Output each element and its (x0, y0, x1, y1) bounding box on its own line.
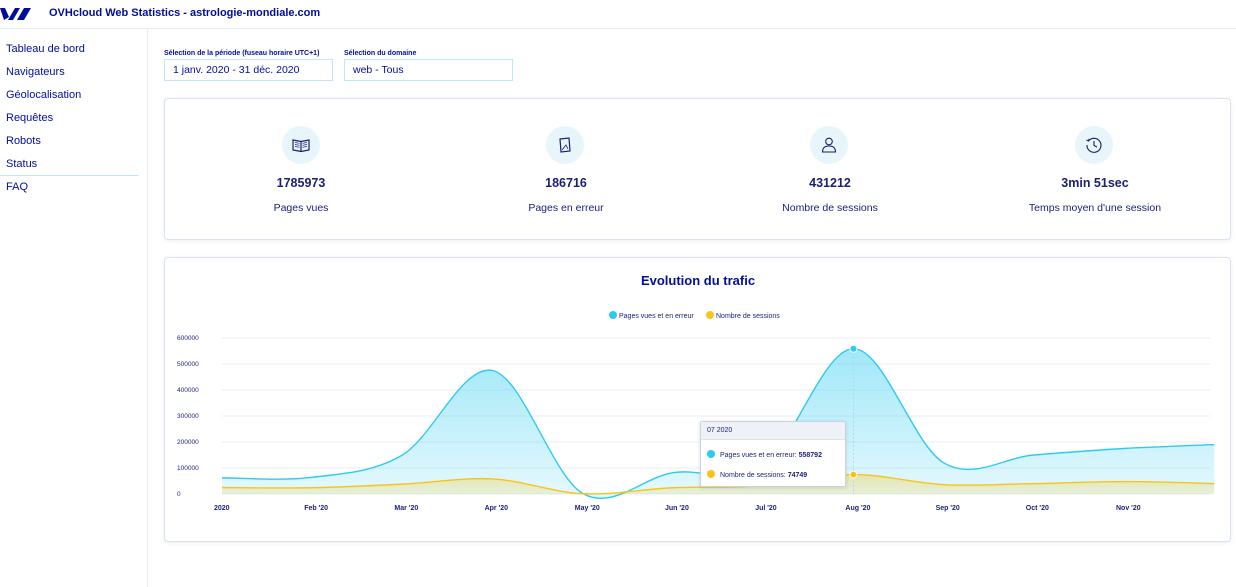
x-tick-label: Mar '20 (394, 505, 418, 512)
x-tick-label: May '20 (575, 505, 600, 512)
kpi-pages-erreur-value: 186716 (545, 176, 587, 190)
sidebar-item-status[interactable]: Status (6, 158, 38, 170)
y-tick-label: 600000 (177, 335, 199, 342)
chart-tooltip: 07 2020 Pages vues et en erreur: 558792 … (700, 421, 846, 487)
sidebar-item-tableau-de-bord[interactable]: Tableau de bord (6, 43, 85, 55)
x-tick-label: Nov '20 (1116, 505, 1141, 512)
y-tick-label: 400000 (177, 387, 199, 394)
sidebar-item-robots[interactable]: Robots (6, 135, 41, 147)
hover-point-pages (849, 344, 858, 353)
hover-point-sessions (849, 470, 858, 479)
domain-label: Sélection du domaine (344, 50, 417, 57)
legend-dot-sessions (706, 311, 714, 319)
tooltip-row-pages: Pages vues et en erreur: 558792 (707, 450, 822, 459)
traffic-chart-card: Evolution du trafic Pages vues et en err… (164, 257, 1231, 542)
kpi-temps-moyen-value: 3min 51sec (1061, 176, 1129, 190)
legend-label-sessions: Nombre de sessions (716, 313, 780, 320)
kpi-pages-vues-value: 1785973 (276, 176, 326, 190)
y-tick-label: 200000 (177, 439, 199, 446)
kpi-sessions-value: 431212 (809, 176, 851, 190)
series-pages-area (222, 348, 1215, 499)
ovhcloud-logo-icon[interactable] (0, 6, 32, 22)
tooltip-value-sessions: 74749 (787, 472, 808, 479)
tooltip-value-pages: 558792 (798, 452, 822, 459)
kpi-pages-erreur-label: Pages en erreur (528, 202, 604, 214)
sidebar-item-geolocalisation[interactable]: Géolocalisation (6, 89, 82, 101)
x-tick-label: Apr '20 (485, 505, 509, 512)
kpi-temps-moyen-label: Temps moyen d'une session (1028, 202, 1162, 214)
x-tick-label: Oct '20 (1026, 505, 1049, 512)
chart-title: Evolution du trafic (640, 273, 756, 288)
series-sessions-line (221, 473, 1215, 495)
x-tick-label: 2020 (214, 505, 230, 512)
broken-page-icon (546, 126, 584, 164)
tooltip-row-sessions: Nombre de sessions: 74749 (707, 470, 807, 479)
legend-item-sessions[interactable]: Nombre de sessions (706, 311, 780, 320)
traffic-chart[interactable]: 0 100000 200000 300000 400000 500000 600000 202… (165, 258, 1230, 541)
legend-dot-pages (609, 311, 617, 319)
y-tick-label: 0 (177, 491, 181, 498)
x-tick-label: Jun '20 (665, 505, 689, 512)
sidebar-item-navigateurs[interactable]: Navigateurs (6, 66, 65, 78)
sidebar-item-faq[interactable]: FAQ (6, 181, 29, 193)
tooltip-dot-pages (707, 450, 715, 458)
book-icon (282, 126, 320, 164)
x-tick-label: Feb '20 (304, 505, 328, 512)
kpi-card: 1785973 Pages vues 186716 Pages en erreu… (164, 98, 1231, 240)
y-tick-label: 100000 (177, 465, 199, 472)
tooltip-dot-sessions (707, 470, 715, 478)
user-icon (810, 126, 848, 164)
tooltip-header: 07 2020 (701, 422, 845, 440)
x-tick-label: Aug '20 (845, 505, 870, 512)
tooltip-label-sessions: Nombre de sessions: (720, 472, 786, 479)
x-tick-label: Sep '20 (936, 505, 960, 512)
tooltip-label-pages: Pages vues et en erreur: (720, 452, 797, 459)
period-select[interactable]: 1 janv. 2020 - 31 déc. 2020 (164, 59, 333, 81)
sidebar-item-requetes[interactable]: Requêtes (6, 112, 54, 124)
app-title: OVHcloud Web Statistics - astrologie-mon… (49, 7, 321, 19)
legend-label-pages: Pages vues et en erreur (619, 313, 694, 320)
kpi-sessions-label: Nombre de sessions (782, 202, 878, 214)
kpi-pages-vues-label: Pages vues (273, 202, 329, 214)
sidebar: Tableau de bord Navigateurs Géolocalisat… (0, 29, 148, 587)
legend-item-pages[interactable]: Pages vues et en erreur (609, 311, 694, 320)
top-bar: OVHcloud Web Statistics - astrologie-mon… (0, 0, 1236, 29)
x-tick-label: Jul '20 (755, 505, 777, 512)
y-tick-label: 300000 (177, 413, 199, 420)
sidebar-divider (0, 175, 139, 176)
y-tick-label: 500000 (177, 361, 199, 368)
period-label: Sélection de la période (fuseau horaire … (164, 50, 320, 57)
domain-select[interactable]: web - Tous (344, 59, 513, 81)
clock-icon (1075, 126, 1113, 164)
